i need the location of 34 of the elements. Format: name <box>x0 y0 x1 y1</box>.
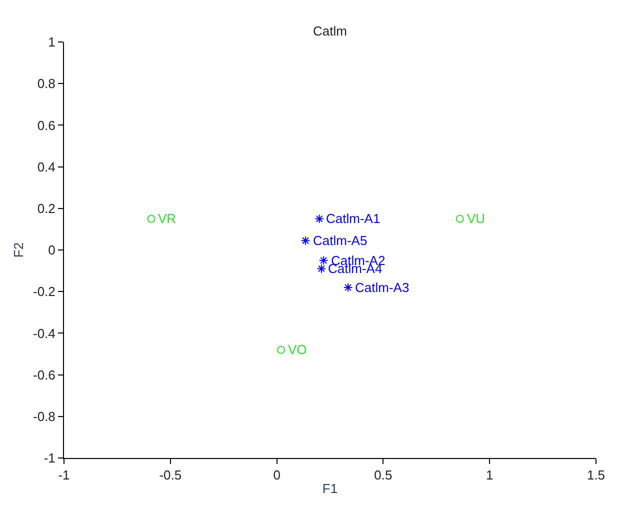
y-tick-label: -1 <box>44 450 56 466</box>
y-tick-label: -0.2 <box>32 284 56 300</box>
point <box>456 214 464 223</box>
y-tick-label: 0.8 <box>37 76 56 92</box>
x-tick-label: 1 <box>486 468 494 483</box>
annotation: Catlm-A5 <box>313 233 368 248</box>
point <box>314 214 324 224</box>
point <box>316 264 326 274</box>
y-tick-label: -0.4 <box>32 326 56 341</box>
y-tick-label: 0.4 <box>37 159 56 174</box>
point <box>318 256 328 266</box>
y-tick-label: 0 <box>48 242 56 258</box>
y-tick-label: 1 <box>48 34 56 50</box>
point <box>300 236 310 246</box>
y-tick-label: -0.8 <box>32 408 56 424</box>
y-tick-label: 0.6 <box>37 118 56 133</box>
annotation: VO <box>288 342 307 357</box>
y-tick-label: 0.2 <box>37 200 56 216</box>
point <box>277 346 286 354</box>
x-tick-label: 1.5 <box>586 468 606 483</box>
annotation: VR <box>158 211 176 226</box>
x-tick-label: 0.5 <box>374 468 392 483</box>
annotation: Catlm-A3 <box>355 280 410 295</box>
x-tick-label: 0 <box>273 468 280 483</box>
x-tick-label: -0.5 <box>159 468 182 483</box>
y-tick-label: -0.6 <box>32 367 56 382</box>
y-axis-title: F2 <box>10 242 26 258</box>
annotation: VU <box>467 211 486 226</box>
x-tick-label: -1 <box>58 468 70 483</box>
point <box>147 214 156 223</box>
chart-title: Catlm <box>313 23 347 38</box>
x-axis-title: F1 <box>322 481 338 496</box>
annotation: Catlm-A1 <box>326 211 380 226</box>
point <box>343 282 353 292</box>
